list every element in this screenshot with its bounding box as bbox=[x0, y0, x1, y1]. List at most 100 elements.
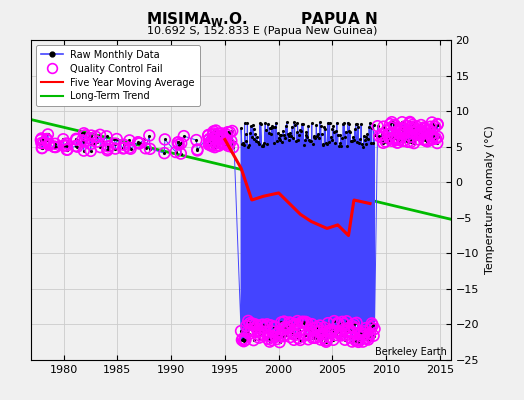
Point bbox=[269, 328, 278, 335]
Point bbox=[222, 132, 231, 138]
Point bbox=[205, 137, 213, 143]
Point bbox=[237, 328, 245, 334]
Point bbox=[80, 138, 88, 145]
Point bbox=[308, 321, 316, 327]
Point bbox=[388, 135, 397, 142]
Point bbox=[50, 144, 58, 150]
Point bbox=[125, 137, 134, 144]
Point bbox=[394, 139, 402, 146]
Point bbox=[204, 132, 213, 138]
Point bbox=[294, 335, 302, 341]
Point bbox=[209, 132, 217, 138]
Point bbox=[338, 319, 346, 325]
Point bbox=[387, 124, 395, 131]
Text: Berkeley Earth: Berkeley Earth bbox=[375, 347, 446, 357]
Point bbox=[239, 338, 248, 344]
Point bbox=[39, 140, 48, 146]
Point bbox=[281, 324, 289, 330]
Point bbox=[431, 124, 439, 130]
Point bbox=[134, 139, 142, 146]
Point bbox=[266, 338, 274, 345]
Point bbox=[310, 334, 319, 340]
Point bbox=[307, 327, 315, 333]
Point bbox=[384, 131, 392, 138]
Point bbox=[348, 338, 356, 345]
Point bbox=[325, 327, 334, 333]
Point bbox=[361, 331, 369, 337]
Point bbox=[423, 138, 432, 144]
Point bbox=[111, 140, 119, 147]
Point bbox=[423, 126, 431, 133]
Point bbox=[228, 128, 236, 134]
Point bbox=[212, 127, 220, 134]
Point bbox=[404, 129, 412, 136]
Point bbox=[37, 140, 46, 146]
Point bbox=[62, 146, 71, 153]
Point bbox=[241, 337, 249, 344]
Point bbox=[391, 134, 399, 141]
Point bbox=[334, 320, 343, 327]
Point bbox=[261, 329, 269, 335]
Point bbox=[218, 134, 226, 140]
Point bbox=[174, 141, 183, 148]
Point bbox=[45, 140, 53, 147]
Point bbox=[340, 320, 348, 327]
Point bbox=[81, 132, 89, 138]
Point bbox=[309, 325, 318, 332]
Point bbox=[224, 129, 232, 135]
Point bbox=[299, 318, 307, 325]
Point bbox=[270, 323, 278, 330]
Point bbox=[398, 119, 406, 126]
Point bbox=[406, 119, 414, 125]
Point bbox=[375, 133, 384, 139]
Point bbox=[263, 321, 271, 328]
Point bbox=[246, 320, 254, 326]
Point bbox=[287, 320, 296, 326]
Point bbox=[111, 145, 119, 152]
Point bbox=[208, 143, 216, 149]
Point bbox=[336, 329, 345, 335]
Point bbox=[420, 136, 428, 142]
Point bbox=[272, 334, 280, 340]
Point bbox=[366, 330, 374, 337]
Point bbox=[126, 146, 135, 152]
Point bbox=[249, 337, 258, 343]
Point bbox=[423, 138, 431, 144]
Point bbox=[282, 326, 291, 332]
Point bbox=[255, 334, 263, 341]
Point bbox=[73, 144, 81, 150]
Point bbox=[433, 140, 441, 146]
Point bbox=[358, 338, 367, 345]
Point bbox=[238, 336, 247, 342]
Point bbox=[291, 332, 300, 338]
Point bbox=[224, 143, 233, 149]
Point bbox=[418, 128, 427, 134]
Point bbox=[78, 137, 86, 144]
Point bbox=[226, 129, 234, 136]
Point bbox=[135, 140, 143, 146]
Point bbox=[72, 136, 80, 142]
Point bbox=[428, 119, 436, 126]
Point bbox=[238, 337, 246, 343]
Point bbox=[274, 330, 282, 337]
Point bbox=[355, 337, 364, 343]
Point bbox=[417, 128, 425, 135]
Point bbox=[381, 138, 390, 145]
Point bbox=[42, 137, 51, 143]
Point bbox=[330, 318, 339, 324]
Point bbox=[428, 135, 436, 142]
Point bbox=[322, 338, 330, 345]
Point bbox=[320, 324, 329, 331]
Point bbox=[401, 129, 409, 135]
Point bbox=[204, 132, 212, 139]
Point bbox=[252, 325, 260, 331]
Point bbox=[146, 146, 154, 152]
Point bbox=[343, 328, 352, 334]
Point bbox=[242, 336, 250, 343]
Point bbox=[104, 143, 113, 150]
Point bbox=[306, 327, 314, 334]
Point bbox=[214, 142, 223, 149]
Point bbox=[398, 126, 406, 132]
Point bbox=[277, 319, 286, 326]
Point bbox=[86, 135, 94, 142]
